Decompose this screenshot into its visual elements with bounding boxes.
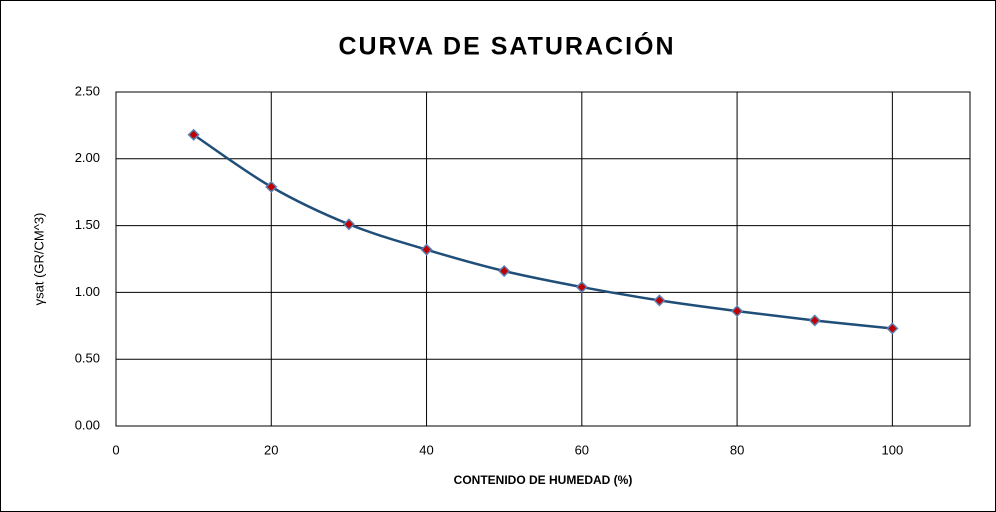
- x-tick-label: 100: [882, 442, 904, 457]
- x-axis-label: CONTENIDO DE HUMEDAD (%): [454, 473, 633, 487]
- x-tick-label: 20: [264, 442, 278, 457]
- data-marker: [420, 243, 433, 256]
- data-marker: [886, 322, 899, 335]
- data-marker: [498, 264, 511, 278]
- x-tick-label: 0: [112, 442, 119, 457]
- y-axis-label: γsat (GR/CM^3): [31, 213, 46, 306]
- y-tick-label: 0.00: [75, 417, 100, 432]
- chart-title: CURVA DE SATURACIÓN: [338, 31, 675, 61]
- data-marker: [187, 128, 200, 141]
- y-tick-label: 1.00: [75, 284, 100, 299]
- y-tick-label: 1.50: [75, 217, 100, 232]
- y-tick-label: 0.50: [75, 351, 100, 366]
- data-marker: [342, 218, 355, 231]
- data-marker: [808, 314, 821, 327]
- data-marker: [731, 305, 744, 318]
- x-tick-label: 60: [575, 442, 589, 457]
- data-line: [192, 133, 893, 330]
- data-marker: [653, 294, 666, 307]
- y-tick-label: 2.00: [75, 150, 100, 165]
- data-marker: [265, 180, 278, 193]
- x-tick-label: 80: [730, 442, 744, 457]
- x-tick-label: 40: [419, 442, 433, 457]
- data-marker: [575, 280, 588, 294]
- y-tick-label: 2.50: [75, 83, 100, 98]
- plot-area: [115, 91, 971, 427]
